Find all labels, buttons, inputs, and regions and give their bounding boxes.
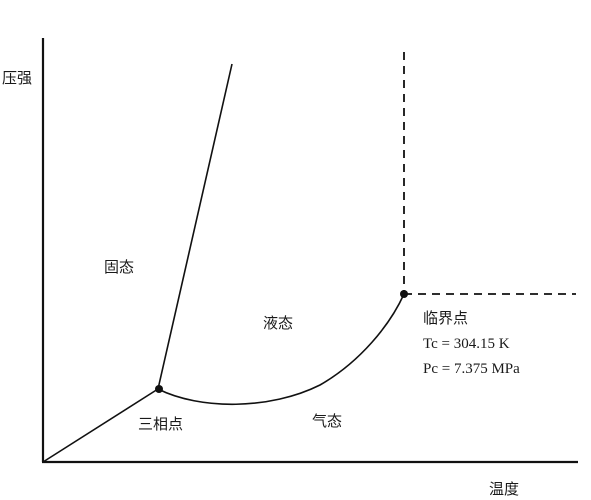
vaporization-curve <box>157 293 405 406</box>
y-axis-label: 压强 <box>2 69 32 87</box>
critical-point-marker <box>400 290 408 298</box>
triple-point-marker <box>155 385 163 393</box>
sublimation-curve <box>42 388 159 463</box>
critical-pressure-label: Pc = 7.375 MPa <box>423 361 520 377</box>
gas-region-label: 气态 <box>312 412 342 430</box>
critical-point-label: 临界点 <box>423 309 468 327</box>
triple-point-label: 三相点 <box>138 415 183 433</box>
liquid-region-label: 液态 <box>263 314 293 332</box>
melting-curve <box>157 63 233 390</box>
solid-region-label: 固态 <box>104 258 134 276</box>
x-axis-label: 温度 <box>489 480 519 498</box>
critical-temperature-label: Tc = 304.15 K <box>423 336 510 352</box>
